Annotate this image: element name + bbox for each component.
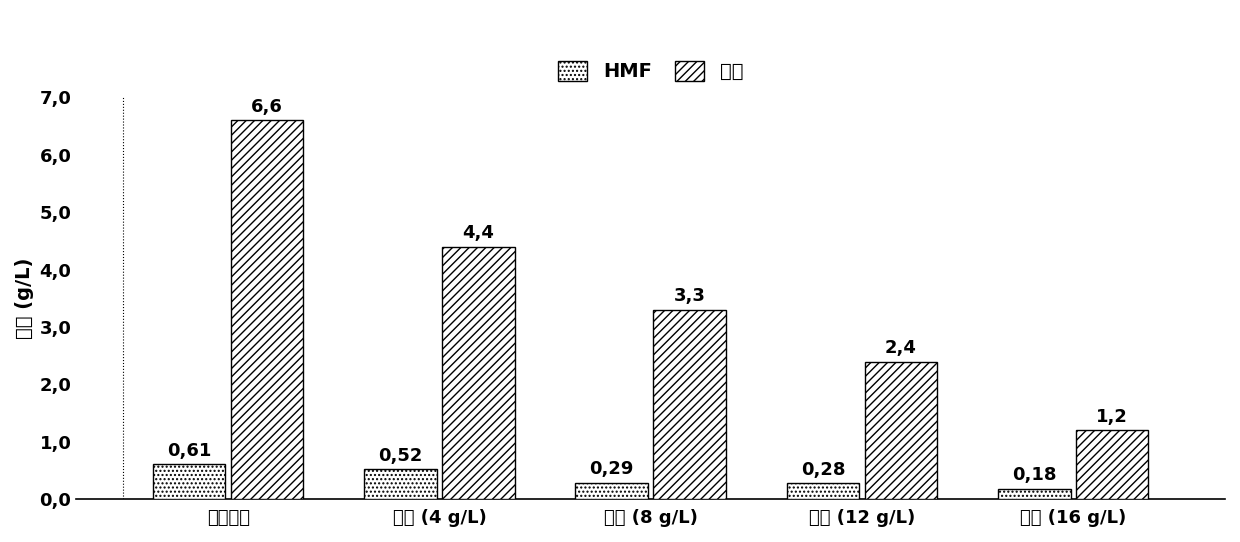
Bar xyxy=(153,464,226,499)
Text: 2,4: 2,4 xyxy=(885,339,916,357)
Bar xyxy=(1076,430,1148,499)
Text: 0,18: 0,18 xyxy=(1012,466,1056,485)
Legend: HMF, 精醒: HMF, 精醒 xyxy=(552,55,749,87)
Bar xyxy=(998,489,1070,499)
Bar xyxy=(864,362,937,499)
Text: 0,29: 0,29 xyxy=(589,460,634,478)
Text: 4,4: 4,4 xyxy=(463,224,495,242)
Text: 0,52: 0,52 xyxy=(378,447,423,465)
Bar xyxy=(441,247,515,499)
Bar xyxy=(365,469,436,499)
Bar xyxy=(786,483,859,499)
Text: 1,2: 1,2 xyxy=(1096,408,1128,426)
Bar xyxy=(575,482,649,499)
Bar xyxy=(231,120,304,499)
Text: 6,6: 6,6 xyxy=(252,98,283,116)
Text: 0,28: 0,28 xyxy=(801,461,846,479)
Bar xyxy=(653,310,725,499)
Text: 0,61: 0,61 xyxy=(167,442,211,460)
Y-axis label: 浓度 (g/L): 浓度 (g/L) xyxy=(15,257,33,339)
Text: 3,3: 3,3 xyxy=(673,287,706,305)
